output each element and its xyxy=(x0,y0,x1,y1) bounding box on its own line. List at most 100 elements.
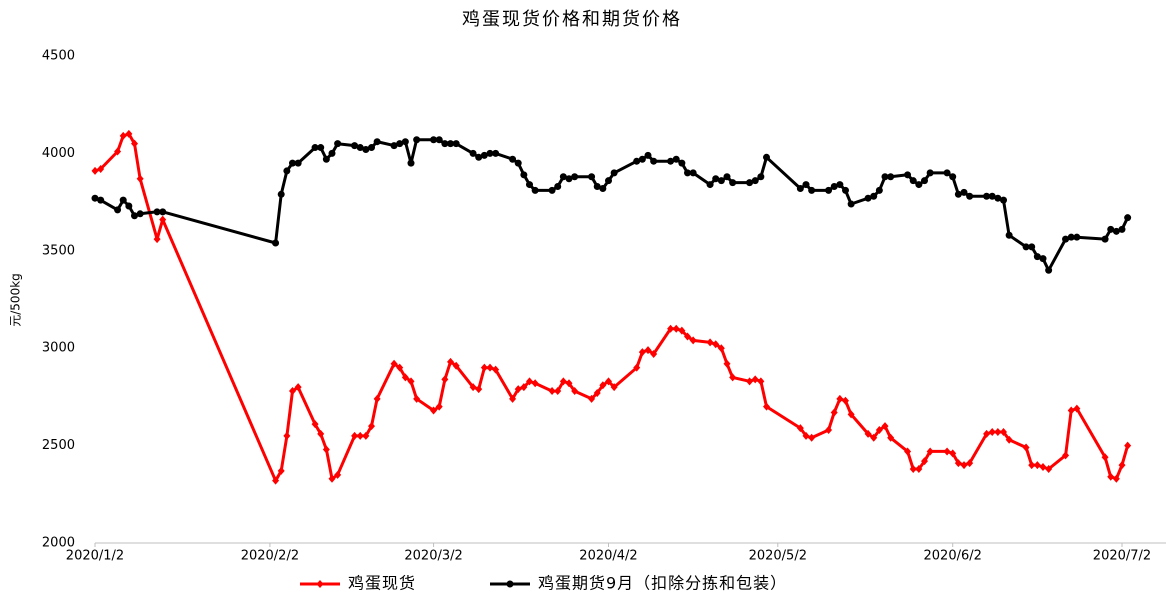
point xyxy=(554,387,562,396)
point xyxy=(131,212,138,220)
point xyxy=(672,324,680,333)
point xyxy=(272,239,280,247)
point xyxy=(1073,404,1081,413)
point xyxy=(373,138,381,146)
point xyxy=(796,184,804,192)
point xyxy=(283,167,291,175)
point xyxy=(605,377,612,386)
point xyxy=(684,332,691,341)
point xyxy=(706,338,714,347)
point xyxy=(633,157,641,165)
point xyxy=(509,155,517,163)
series-line xyxy=(94,138,1129,272)
point xyxy=(802,181,810,189)
point xyxy=(390,359,398,368)
point xyxy=(763,402,770,411)
point xyxy=(678,159,686,167)
y-tick-label: 3000 xyxy=(42,341,75,356)
point xyxy=(915,181,923,189)
point xyxy=(994,194,1002,202)
point xyxy=(1000,196,1007,204)
point xyxy=(904,447,912,456)
point xyxy=(650,350,658,359)
point xyxy=(723,173,731,181)
point xyxy=(520,171,528,179)
point xyxy=(486,149,494,157)
point xyxy=(475,153,483,161)
point xyxy=(119,196,127,204)
y-tick-label: 3500 xyxy=(42,243,75,258)
point xyxy=(757,173,765,181)
point xyxy=(1067,233,1075,241)
point xyxy=(322,155,330,163)
point xyxy=(921,457,928,466)
point xyxy=(633,363,641,372)
point xyxy=(1039,463,1047,472)
point xyxy=(717,344,725,353)
point xyxy=(317,429,325,438)
point xyxy=(802,431,810,440)
point xyxy=(1062,235,1070,243)
point xyxy=(881,173,889,181)
point xyxy=(870,433,878,442)
point xyxy=(836,181,844,189)
point xyxy=(706,181,714,189)
point xyxy=(114,147,122,156)
point xyxy=(644,346,652,355)
point xyxy=(492,365,500,374)
point xyxy=(994,427,1002,436)
point xyxy=(836,394,844,403)
point xyxy=(407,377,415,386)
point xyxy=(119,131,127,140)
point xyxy=(593,183,601,191)
point xyxy=(921,177,928,185)
point xyxy=(712,340,720,349)
point xyxy=(1022,243,1030,251)
point xyxy=(559,173,567,181)
point xyxy=(131,139,138,148)
point xyxy=(1045,464,1053,473)
point xyxy=(887,433,895,442)
point xyxy=(870,192,878,200)
point xyxy=(520,383,528,392)
point xyxy=(559,377,567,386)
point xyxy=(909,464,917,473)
point xyxy=(272,476,280,485)
point xyxy=(1112,227,1120,235)
point xyxy=(526,181,533,189)
point xyxy=(983,192,991,200)
point xyxy=(351,142,359,150)
point xyxy=(97,196,105,204)
point xyxy=(712,175,720,183)
point xyxy=(746,377,754,386)
series-line xyxy=(94,132,1130,483)
point xyxy=(328,149,336,157)
point xyxy=(588,394,596,403)
point xyxy=(441,140,449,148)
point xyxy=(125,129,133,138)
y-tick-label: 2500 xyxy=(42,438,75,453)
point xyxy=(401,138,409,146)
point xyxy=(317,144,325,152)
point xyxy=(684,169,691,177)
point xyxy=(356,431,364,440)
x-tick-label: 2020/4/2 xyxy=(579,549,637,564)
point xyxy=(729,179,737,187)
point xyxy=(159,215,167,224)
point xyxy=(988,427,996,436)
point xyxy=(452,361,460,370)
point xyxy=(689,336,697,345)
point xyxy=(368,422,375,431)
point xyxy=(1005,231,1013,239)
point xyxy=(531,186,539,194)
point xyxy=(277,190,285,198)
point xyxy=(91,194,99,202)
y-tick-label: 4500 xyxy=(42,49,75,64)
point xyxy=(949,449,957,458)
point xyxy=(548,387,556,396)
point xyxy=(373,394,381,403)
point xyxy=(1000,427,1007,436)
point xyxy=(729,373,737,382)
point xyxy=(548,186,556,194)
point xyxy=(311,420,319,429)
